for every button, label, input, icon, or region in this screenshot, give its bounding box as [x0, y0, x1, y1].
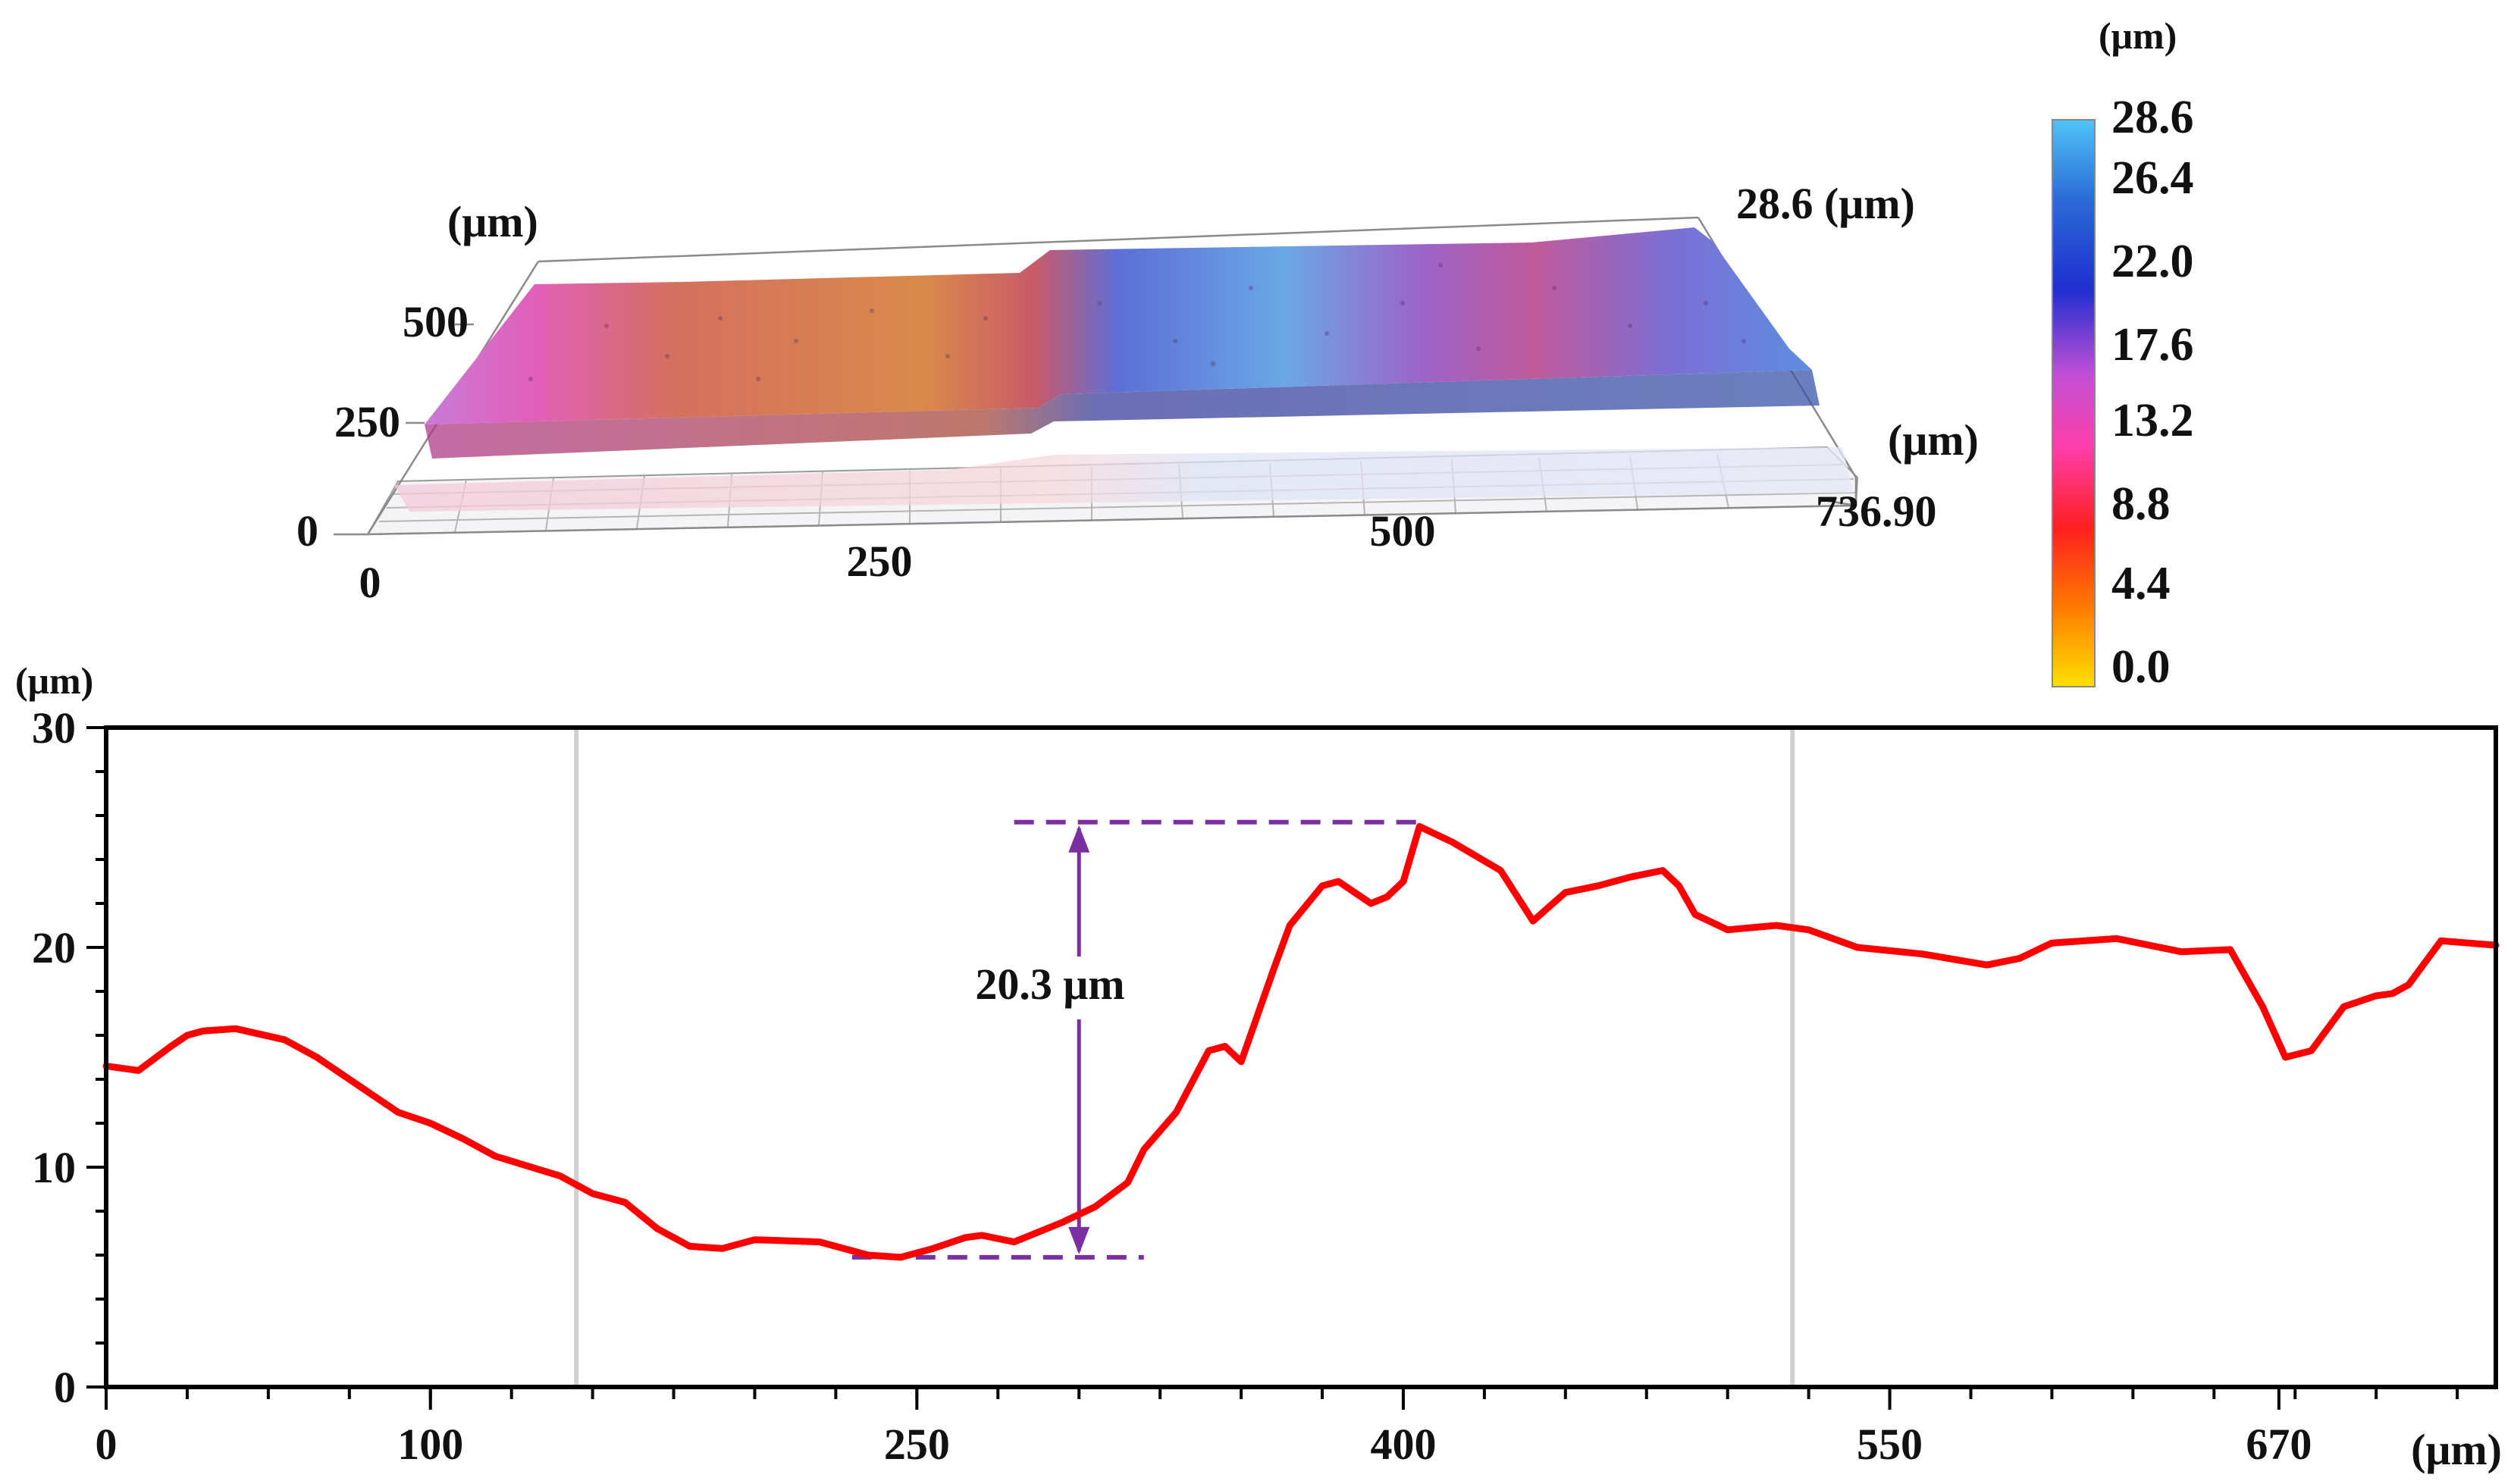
x-tick-label: 0 — [96, 1420, 118, 1469]
x-tick-label: 100 — [397, 1420, 463, 1469]
colorbar-tick-22-0: 22.0 — [2111, 236, 2194, 287]
plot-frame — [104, 725, 2498, 1389]
y-axis-unit-label: (μm) — [15, 659, 93, 702]
grid-layer — [106, 728, 2496, 1389]
ticks-layer: 0 10 20 30 0 100 250 400 550 670 — [32, 703, 2459, 1469]
surface-3d-panel: (μm) 500 250 0 0 250 500 28.6 (μm) (μm) … — [296, 179, 1979, 607]
surface-y-tick-250: 250 — [334, 397, 400, 446]
surface-z-unit-label: (μm) — [447, 197, 538, 246]
surface-x-tick-0: 0 — [359, 558, 381, 607]
colorbar-gradient — [2052, 119, 2096, 687]
surface-top — [425, 227, 1812, 424]
surface-front-face — [425, 370, 1820, 459]
profile-chart: (μm) 0 10 20 30 0 100 250 400 550 670 (μm) 20.3 μ… — [15, 659, 2502, 1474]
colorbar-tick-8-8: 8.8 — [2111, 478, 2171, 530]
y-tick-label: 0 — [54, 1363, 76, 1412]
surface-y-end-unit: (μm) — [1888, 415, 1979, 465]
x-tick-label: 250 — [884, 1420, 950, 1469]
colorbar-tick-4-4: 4.4 — [2111, 558, 2171, 609]
x-axis-unit-label: (μm) — [2411, 1425, 2502, 1474]
y-tick-label: 10 — [32, 1143, 76, 1192]
surface-y-tick-500: 500 — [403, 297, 469, 346]
surface-x-tick-500: 500 — [1370, 506, 1436, 556]
profile-line — [102, 823, 2500, 1261]
surface-y-tick-0: 0 — [296, 506, 318, 556]
colorbar-tick-28-6: 28.6 — [2111, 92, 2194, 143]
annotation-label: 20.3 μm — [975, 960, 1124, 1009]
surface-z-max-label: 28.6 (μm) — [1736, 179, 1915, 228]
annotation-arrowhead-up — [1068, 825, 1090, 853]
x-tick-label: 550 — [1857, 1420, 1923, 1469]
surface-texture — [528, 263, 1746, 381]
annotation-arrowhead-down — [1068, 1226, 1090, 1254]
colorbar-unit: (μm) — [2099, 14, 2177, 57]
surface-x-tick-250: 250 — [847, 537, 913, 586]
y-tick-label: 30 — [32, 703, 76, 753]
colorbar-tick-17-6: 17.6 — [2111, 319, 2194, 371]
colorbar-tick-13-2: 13.2 — [2111, 395, 2194, 446]
y-tick-label: 20 — [32, 923, 76, 972]
surface-y-end-value: 736.90 — [1816, 487, 1937, 536]
surface-projection — [394, 447, 1854, 512]
annotation-layer — [851, 819, 1420, 1260]
x-tick-label: 400 — [1370, 1420, 1436, 1469]
colorbar-tick-26-4: 26.4 — [2111, 152, 2194, 204]
colorbar: (μm) 28.6 26.4 22.0 17.6 13.2 8.8 4.4 0.… — [2052, 14, 2194, 693]
colorbar-tick-0-0: 0.0 — [2111, 641, 2171, 693]
x-tick-label: 670 — [2246, 1420, 2312, 1469]
